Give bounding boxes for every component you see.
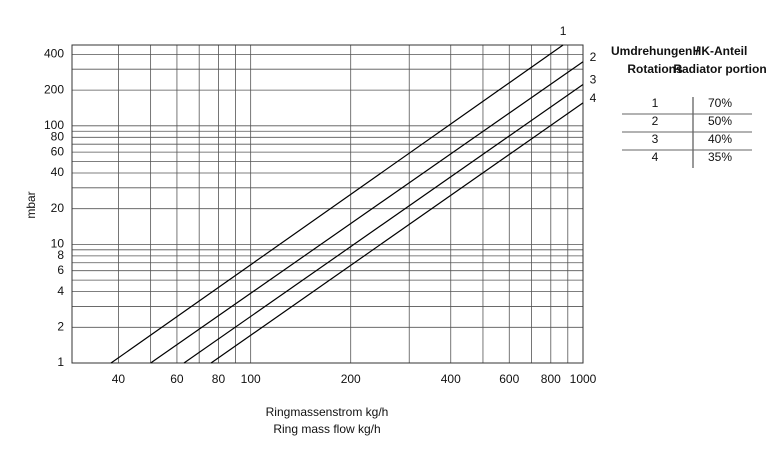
table-cell: 3 bbox=[652, 132, 659, 146]
table-cell: 2 bbox=[652, 114, 659, 128]
table-cell: 70% bbox=[708, 96, 732, 110]
x-tick-label: 600 bbox=[499, 372, 519, 386]
x-tick-label: 80 bbox=[212, 372, 226, 386]
line-label: 4 bbox=[590, 91, 597, 105]
x-axis-label: Ring mass flow kg/h bbox=[273, 422, 380, 436]
table-header: HK-Anteil bbox=[693, 44, 748, 58]
y-axis-label: mbar bbox=[24, 191, 38, 218]
x-axis-label: Ringmassenstrom kg/h bbox=[266, 405, 389, 419]
y-tick-label: 200 bbox=[44, 82, 64, 96]
x-tick-label: 60 bbox=[170, 372, 184, 386]
x-tick-label: 1000 bbox=[570, 372, 597, 386]
table-header: Rotations bbox=[627, 62, 683, 76]
y-tick-label: 8 bbox=[57, 248, 64, 262]
line-label: 2 bbox=[590, 50, 597, 64]
plot-frame bbox=[71, 44, 584, 364]
table-header: Radiator portion bbox=[673, 62, 766, 76]
table-cell: 40% bbox=[708, 132, 732, 146]
y-tick-label: 6 bbox=[57, 263, 64, 277]
line bbox=[110, 44, 564, 364]
x-tick-label: 800 bbox=[541, 372, 561, 386]
y-tick-label: 100 bbox=[44, 118, 64, 132]
line bbox=[150, 61, 584, 364]
y-tick-label: 40 bbox=[51, 165, 65, 179]
table-cell: 1 bbox=[652, 96, 659, 110]
line-label: 3 bbox=[590, 73, 597, 87]
y-tick-label: 2 bbox=[57, 319, 64, 333]
y-tick-label: 400 bbox=[44, 47, 64, 61]
table-header: Umdrehungen / bbox=[611, 44, 700, 58]
y-tick-label: 10 bbox=[51, 237, 65, 251]
table-cell: 35% bbox=[708, 150, 732, 164]
y-tick-label: 80 bbox=[51, 129, 65, 143]
x-tick-label: 200 bbox=[341, 372, 361, 386]
table-cell: 4 bbox=[652, 150, 659, 164]
y-tick-label: 4 bbox=[57, 284, 64, 298]
table-cell: 50% bbox=[708, 114, 732, 128]
line-label: 1 bbox=[560, 24, 567, 38]
x-tick-label: 400 bbox=[441, 372, 461, 386]
x-tick-label: 40 bbox=[112, 372, 126, 386]
y-tick-label: 1 bbox=[57, 355, 64, 369]
line bbox=[183, 83, 584, 364]
line bbox=[210, 102, 584, 364]
y-tick-label: 60 bbox=[51, 144, 65, 158]
y-tick-label: 20 bbox=[51, 201, 65, 215]
x-tick-label: 100 bbox=[241, 372, 261, 386]
